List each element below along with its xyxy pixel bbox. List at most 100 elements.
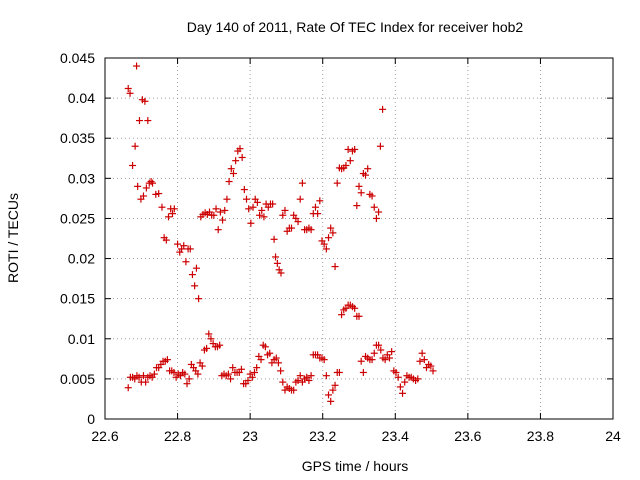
data-point xyxy=(325,391,333,399)
data-point xyxy=(244,376,252,384)
data-point xyxy=(170,368,178,376)
data-point xyxy=(342,161,350,169)
data-point xyxy=(186,245,194,253)
data-point xyxy=(277,269,285,277)
data-point xyxy=(359,368,367,376)
data-point xyxy=(256,211,264,219)
y-tick-label: 0 xyxy=(87,411,95,427)
data-point xyxy=(247,219,255,227)
data-point xyxy=(331,381,339,389)
data-point xyxy=(158,203,166,211)
chart-title: Day 140 of 2011, Rate Of TEC Index for r… xyxy=(187,19,524,35)
data-point xyxy=(216,341,224,349)
data-point xyxy=(294,218,302,226)
data-point xyxy=(124,84,132,92)
data-point xyxy=(346,157,354,165)
data-point xyxy=(331,263,339,271)
data-point xyxy=(223,195,231,203)
data-point xyxy=(329,229,337,237)
data-point xyxy=(357,189,365,197)
y-tick-label: 0.045 xyxy=(60,50,95,66)
data-point xyxy=(221,206,229,214)
x-tick-label: 23.8 xyxy=(527,428,554,444)
data-point xyxy=(333,179,341,187)
data-point xyxy=(329,386,337,394)
data-point xyxy=(316,197,324,205)
data-point xyxy=(377,346,385,354)
data-point xyxy=(181,370,189,378)
data-point xyxy=(381,356,389,364)
data-point xyxy=(277,367,285,375)
data-point xyxy=(274,359,282,367)
data-point xyxy=(214,226,222,234)
data-point xyxy=(227,165,235,173)
data-point xyxy=(279,378,287,386)
data-point xyxy=(147,178,155,186)
axis-ticks: 0 0.005 0.01 0.015 0.02 0.025 0.03 0.035 0.04 0.0… xyxy=(60,50,621,444)
data-point xyxy=(353,202,361,210)
data-point xyxy=(401,378,409,386)
x-tick-label: 23.2 xyxy=(309,428,336,444)
data-point xyxy=(133,62,141,70)
data-point xyxy=(203,344,211,352)
data-point xyxy=(162,236,170,244)
data-point xyxy=(260,213,268,221)
data-point xyxy=(225,178,233,186)
data-point xyxy=(335,368,343,376)
data-point xyxy=(139,192,147,200)
data-point xyxy=(174,240,182,248)
data-point xyxy=(237,365,245,373)
data-point xyxy=(129,161,137,169)
y-tick-label: 0.01 xyxy=(68,331,95,347)
data-point xyxy=(305,376,313,384)
data-point xyxy=(325,234,333,242)
data-point xyxy=(294,376,302,384)
data-point xyxy=(124,384,132,392)
data-point xyxy=(327,397,335,405)
data-point xyxy=(150,370,158,378)
data-point xyxy=(142,184,150,192)
data-point xyxy=(298,179,306,187)
data-point xyxy=(394,373,402,381)
data-point xyxy=(168,210,176,218)
data-point xyxy=(253,198,261,206)
data-point xyxy=(414,375,422,383)
x-tick-label: 23.6 xyxy=(454,428,481,444)
data-point xyxy=(250,368,258,376)
data-point xyxy=(236,145,244,153)
data-point xyxy=(195,295,203,303)
data-point xyxy=(296,372,304,380)
data-point xyxy=(357,357,365,365)
data-point xyxy=(192,264,200,272)
data-point xyxy=(224,370,232,378)
data-point xyxy=(139,372,147,380)
data-point xyxy=(322,372,330,380)
data-point xyxy=(245,205,253,213)
data-point xyxy=(327,224,335,232)
data-point xyxy=(212,205,220,213)
data-point xyxy=(427,362,435,370)
data-point xyxy=(144,117,152,125)
data-point xyxy=(307,226,315,234)
data-point xyxy=(270,235,278,243)
data-point xyxy=(227,375,235,383)
data-point xyxy=(149,179,157,187)
data-point xyxy=(376,142,384,150)
data-point xyxy=(266,349,274,357)
data-point xyxy=(370,349,378,357)
data-point xyxy=(392,368,400,376)
y-tick-label: 0.025 xyxy=(60,210,95,226)
y-axis-label: ROTI / TECUs xyxy=(5,193,21,283)
data-point xyxy=(194,370,202,378)
data-point xyxy=(134,182,142,190)
data-point xyxy=(385,354,393,362)
data-point xyxy=(296,195,304,203)
data-point xyxy=(135,373,143,381)
data-point xyxy=(279,211,287,219)
data-point xyxy=(229,170,237,178)
data-point xyxy=(240,186,248,194)
y-tick-label: 0.035 xyxy=(60,130,95,146)
data-point xyxy=(396,383,404,391)
data-point xyxy=(272,354,280,362)
data-point xyxy=(183,380,191,388)
